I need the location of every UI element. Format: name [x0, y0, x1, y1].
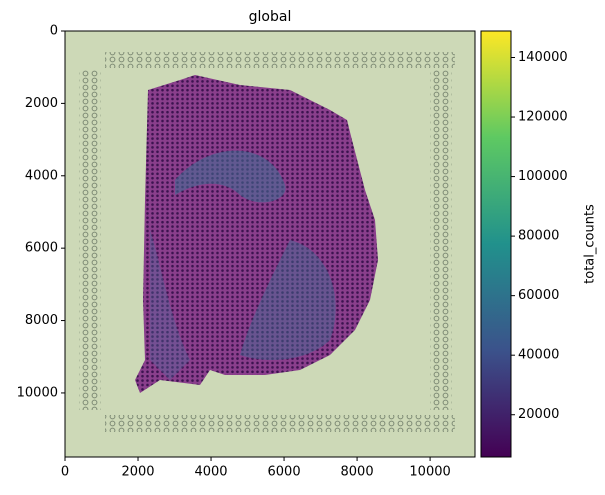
tissue-image [65, 31, 475, 457]
y-tick-label: 6000 [25, 241, 58, 256]
colorbar-label: total_counts [583, 204, 598, 284]
colorbar-tick-label: 20000 [518, 407, 559, 422]
y-tick-label: 8000 [25, 313, 58, 328]
tissue [135, 75, 378, 393]
fiducials [105, 415, 455, 432]
colorbar-tick-label: 120000 [518, 110, 568, 125]
y-tick-label: 10000 [17, 385, 58, 400]
fiducials [430, 70, 452, 410]
colorbar-tick-label: 80000 [518, 229, 559, 244]
fiducials [105, 52, 455, 68]
y-tick-label: 4000 [25, 168, 58, 183]
x-tick-label: 2000 [121, 465, 154, 480]
colorbar [480, 30, 512, 458]
fiducials [79, 70, 101, 410]
x-tick-label: 4000 [194, 465, 227, 480]
y-tick-label: 2000 [25, 96, 58, 111]
colorbar-tick-label: 100000 [518, 169, 568, 184]
tissue-region [175, 150, 286, 203]
colorbar-tick-label: 140000 [518, 50, 568, 65]
colorbar-tick-label: 60000 [518, 288, 559, 303]
y-tick-label: 0 [50, 24, 58, 39]
x-tick-label: 0 [61, 465, 69, 480]
chart-title: global [249, 9, 292, 25]
axes-frame [64, 30, 476, 458]
tissue-region [240, 240, 336, 360]
x-tick-label: 8000 [341, 465, 374, 480]
x-tick-label: 6000 [268, 465, 301, 480]
x-tick-label: 10000 [409, 465, 450, 480]
tissue-region [150, 230, 190, 380]
colorbar-tick-label: 40000 [518, 348, 559, 363]
